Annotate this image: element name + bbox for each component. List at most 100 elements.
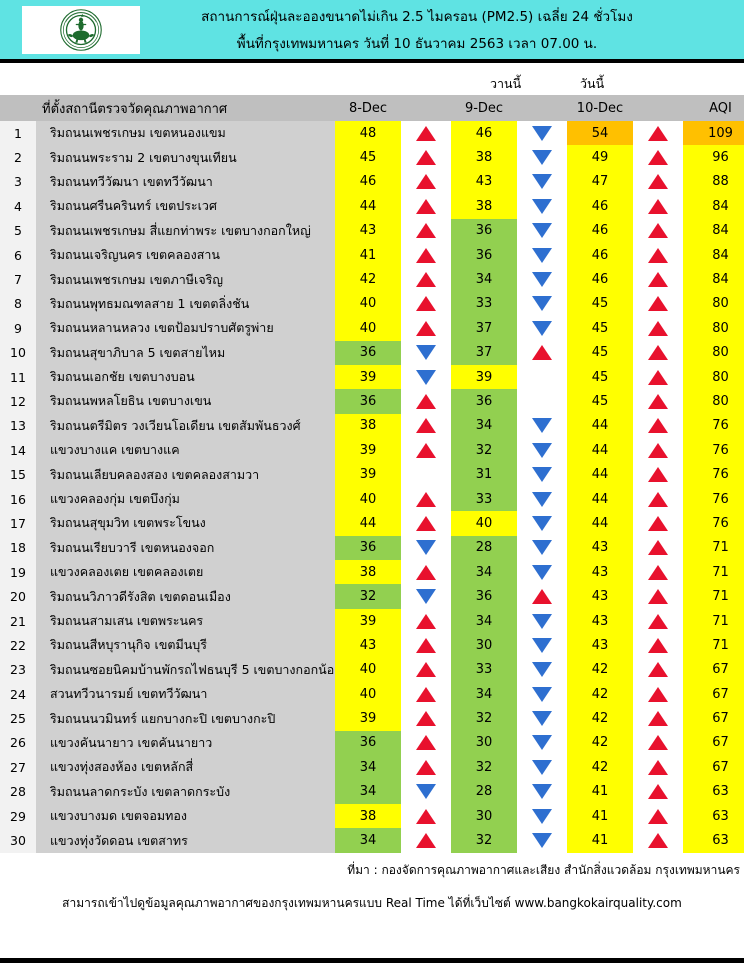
value-day1: 39 [335, 462, 401, 487]
trend-arrow-3 [633, 413, 683, 439]
trend-arrow-2 [517, 803, 567, 829]
value-day3: 44 [567, 486, 633, 512]
table-row: 28 ริมถนนลาดกระบัง เขตลาดกระบัง 34 28 41 63 [0, 779, 744, 804]
value-aqi: 76 [683, 511, 744, 536]
row-number: 17 [0, 511, 36, 536]
arrow-up-icon [648, 662, 668, 678]
trend-arrow-2 [517, 608, 567, 634]
station-name: ริมถนนหลานหลวง เขตป้อมปราบศัตรูพ่าย [36, 316, 335, 341]
arrow-up-icon [648, 223, 668, 239]
trend-arrow-1 [401, 535, 451, 561]
trend-arrow-2 [517, 316, 567, 341]
table-row: 10 ริมถนนสุขาภิบาล 5 เขตสายไหม 36 37 45 80 [0, 340, 744, 365]
value-day1: 43 [335, 218, 401, 243]
value-day3: 44 [567, 438, 633, 463]
value-aqi: 63 [683, 803, 744, 829]
trend-arrow-3 [633, 316, 683, 341]
arrow-up-icon [416, 662, 436, 678]
table-row: 1 ริมถนนเพชรเกษม เขตหนองแขม 48 46 54 109 [0, 121, 744, 146]
value-day3: 41 [567, 803, 633, 829]
header-day2: 9-Dec [451, 95, 517, 121]
value-day1: 40 [335, 291, 401, 317]
arrow-down-icon [532, 759, 552, 775]
row-number: 29 [0, 803, 36, 829]
trend-arrow-3 [633, 657, 683, 682]
row-number: 21 [0, 608, 36, 634]
row-number: 2 [0, 145, 36, 170]
row-number: 16 [0, 486, 36, 512]
value-aqi: 63 [683, 828, 744, 853]
value-day2: 33 [451, 486, 517, 512]
arrow-down-icon [416, 345, 436, 361]
today-label: วันนี้ [580, 76, 605, 91]
header-day3: 10-Dec [567, 95, 633, 121]
value-aqi: 84 [683, 218, 744, 243]
station-name: สวนทวีวนารมย์ เขตทวีวัฒนา [36, 681, 335, 707]
value-day1: 39 [335, 364, 401, 390]
arrow-up-icon [648, 150, 668, 166]
arrow-down-icon [532, 174, 552, 190]
trend-arrow-2 [517, 340, 567, 365]
row-number: 19 [0, 560, 36, 585]
value-aqi: 71 [683, 535, 744, 561]
trend-arrow-1 [401, 194, 451, 219]
trend-arrow-3 [633, 730, 683, 756]
value-day2: 34 [451, 267, 517, 292]
station-name: แขวงทุ่งสองห้อง เขตหลักสี่ [36, 755, 335, 780]
value-day1: 44 [335, 511, 401, 536]
value-day2: 31 [451, 462, 517, 487]
value-day3: 46 [567, 242, 633, 268]
table-row: 12 ริมถนนพหลโยธิน เขตบางเขน 36 36 45 80 [0, 389, 744, 414]
trend-arrow-1 [401, 413, 451, 439]
arrow-up-icon [416, 247, 436, 263]
arrow-up-icon [648, 808, 668, 824]
row-number: 14 [0, 438, 36, 463]
trend-arrow-3 [633, 535, 683, 561]
arrow-down-icon [416, 589, 436, 605]
value-day2: 28 [451, 535, 517, 561]
arrow-up-icon [416, 418, 436, 434]
trend-arrow-1 [401, 145, 451, 170]
arrow-down-icon [532, 467, 552, 483]
trend-arrow-3 [633, 608, 683, 634]
arrow-up-icon [532, 345, 552, 361]
header-station: ที่ตั้งสถานีตรวจวัดคุณภาพอากาศ [36, 95, 335, 121]
arrow-up-icon [416, 833, 436, 849]
value-aqi: 76 [683, 438, 744, 463]
arrow-up-icon [416, 393, 436, 409]
value-day2: 32 [451, 438, 517, 463]
value-aqi: 84 [683, 267, 744, 292]
arrow-down-icon [532, 320, 552, 336]
header-aqi: AQI [683, 95, 744, 121]
value-aqi: 80 [683, 316, 744, 341]
table-row: 9 ริมถนนหลานหลวง เขตป้อมปราบศัตรูพ่าย 40 37… [0, 316, 744, 341]
station-name: ริมถนนพหลโยธิน เขตบางเขน [36, 389, 335, 414]
value-day1: 48 [335, 121, 401, 146]
station-name: ริมถนนศรีนครินทร์ เขตประเวศ [36, 194, 335, 219]
table-row: 22 ริมถนนสีหบุรานุกิจ เขตมีนบุรี 43 30 43 71 [0, 633, 744, 658]
value-aqi: 71 [683, 608, 744, 634]
arrow-up-icon [648, 540, 668, 556]
arrow-down-icon [532, 296, 552, 312]
value-day3: 45 [567, 291, 633, 317]
trend-arrow-3 [633, 438, 683, 463]
table-row: 23 ริมถนนซอยนิคมบ้านพักรถไฟธนบุรี 5 เขตบา… [0, 657, 744, 682]
arrow-up-icon [416, 198, 436, 214]
value-day2: 36 [451, 218, 517, 243]
arrow-up-icon [416, 491, 436, 507]
arrow-up-icon [532, 589, 552, 605]
value-day3: 45 [567, 316, 633, 341]
trend-arrow-1 [401, 218, 451, 243]
station-name: ริมถนนสีหบุรานุกิจ เขตมีนบุรี [36, 633, 335, 658]
trend-arrow-1 [401, 657, 451, 682]
value-day3: 46 [567, 218, 633, 243]
trend-arrow-2 [517, 633, 567, 658]
value-aqi: 84 [683, 194, 744, 219]
arrow-down-icon [532, 272, 552, 288]
trend-arrow-1 [401, 340, 451, 365]
svg-text:.: . [72, 14, 73, 17]
arrow-up-icon [416, 223, 436, 239]
station-name: ริมถนนซอยนิคมบ้านพักรถไฟธนบุรี 5 เขตบางก… [36, 657, 335, 682]
trend-arrow-1 [401, 438, 451, 463]
